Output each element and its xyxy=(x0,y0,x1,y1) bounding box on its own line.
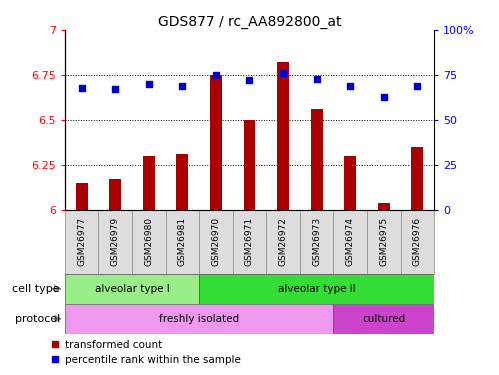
Bar xyxy=(333,210,367,274)
Bar xyxy=(210,75,222,210)
Bar xyxy=(199,210,233,274)
Text: GSM26970: GSM26970 xyxy=(212,217,221,266)
Text: GSM26971: GSM26971 xyxy=(245,217,254,266)
Text: GSM26975: GSM26975 xyxy=(379,217,388,266)
Bar xyxy=(333,304,434,334)
Text: alveolar type II: alveolar type II xyxy=(278,284,355,294)
Bar xyxy=(412,147,423,210)
Text: cell type: cell type xyxy=(12,284,60,294)
Bar xyxy=(344,156,356,210)
Bar xyxy=(300,210,333,274)
Text: GSM26972: GSM26972 xyxy=(278,217,287,266)
Bar xyxy=(65,210,98,274)
Text: GSM26976: GSM26976 xyxy=(413,217,422,266)
Bar xyxy=(132,210,166,274)
Point xyxy=(145,81,153,87)
Text: GSM26974: GSM26974 xyxy=(346,217,355,266)
Bar xyxy=(166,210,199,274)
Text: GSM26977: GSM26977 xyxy=(77,217,86,266)
Point xyxy=(178,83,186,89)
Text: GSM26973: GSM26973 xyxy=(312,217,321,266)
Text: GSM26981: GSM26981 xyxy=(178,217,187,266)
Bar xyxy=(401,210,434,274)
Text: cultured: cultured xyxy=(362,314,405,324)
Point xyxy=(212,72,220,78)
Bar xyxy=(65,274,199,304)
Text: protocol: protocol xyxy=(14,314,60,324)
Text: alveolar type I: alveolar type I xyxy=(95,284,169,294)
Point xyxy=(313,76,321,82)
Bar xyxy=(76,183,87,210)
Bar xyxy=(378,203,390,210)
Bar xyxy=(109,179,121,210)
Bar xyxy=(367,210,401,274)
Title: GDS877 / rc_AA892800_at: GDS877 / rc_AA892800_at xyxy=(158,15,341,29)
Bar xyxy=(143,156,155,210)
Bar xyxy=(65,304,333,334)
Point xyxy=(380,94,388,100)
Text: GSM26980: GSM26980 xyxy=(144,217,153,266)
Bar xyxy=(98,210,132,274)
Legend: transformed count, percentile rank within the sample: transformed count, percentile rank withi… xyxy=(45,336,245,369)
Point xyxy=(246,77,253,83)
Point xyxy=(346,83,354,89)
Point xyxy=(279,70,287,76)
Bar xyxy=(177,154,188,210)
Point xyxy=(413,83,421,89)
Text: GSM26979: GSM26979 xyxy=(111,217,120,266)
Text: freshly isolated: freshly isolated xyxy=(159,314,239,324)
Bar xyxy=(199,274,434,304)
Bar xyxy=(277,62,289,210)
Bar xyxy=(244,120,255,210)
Bar xyxy=(266,210,300,274)
Bar xyxy=(311,109,322,210)
Point xyxy=(111,86,119,92)
Point xyxy=(78,85,86,91)
Bar xyxy=(233,210,266,274)
